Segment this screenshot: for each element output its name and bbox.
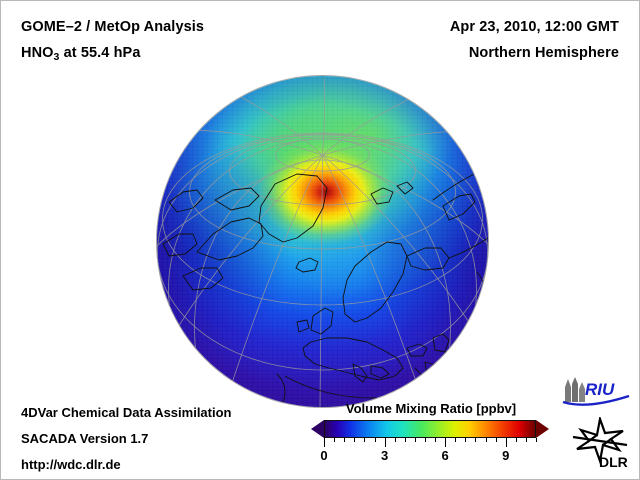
colorbar-minor-tick	[465, 438, 467, 442]
riu-logo: RIU	[561, 375, 631, 407]
colorbar-minor-tick	[344, 438, 346, 442]
page-title: GOME–2 / MetOp Analysis	[21, 19, 205, 35]
colorbar-minor-tick	[515, 438, 517, 442]
riu-logo-text: RIU	[585, 380, 615, 399]
footer-line-1: 4DVar Chemical Data Assimilation	[21, 405, 232, 420]
colorbar-minor-tick	[334, 438, 336, 442]
colorbar-major-tick	[445, 438, 447, 447]
colorbar-major-tick	[505, 438, 507, 447]
colorbar-minor-tick	[536, 438, 537, 442]
colorbar-minor-tick	[495, 438, 497, 442]
footer-line-2: SACADA Version 1.7	[21, 431, 149, 446]
colorbar	[311, 420, 549, 438]
globe-plot	[157, 76, 488, 407]
colorbar-tick-label: 0	[320, 448, 328, 463]
colorbar-minor-tick	[364, 438, 366, 442]
colorbar-minor-tick	[394, 438, 396, 442]
colorbar-minor-tick	[455, 438, 457, 442]
species-prefix: HNO	[21, 45, 54, 61]
colorbar-major-tick	[324, 438, 325, 447]
colorbar-minor-tick	[525, 438, 527, 442]
orthographic-projection	[157, 76, 488, 407]
colorbar-extend-max-arrow	[536, 420, 549, 438]
dlr-logo: DLR	[567, 414, 633, 470]
colorbar-tick-label: 9	[502, 448, 510, 463]
coastlines	[157, 76, 488, 407]
colorbar-bar	[324, 420, 536, 438]
dlr-logo-text: DLR	[599, 454, 628, 469]
colorbar-gradient	[325, 421, 535, 437]
colorbar-title: Volume Mixing Ratio [ppbv]	[345, 401, 517, 416]
colorbar-minor-tick	[374, 438, 376, 442]
species-subtitle: HNO3 at 55.4 hPa	[21, 45, 141, 63]
timestamp-label: Apr 23, 2010, 12:00 GMT	[449, 19, 619, 35]
riu-swoosh-icon	[562, 394, 630, 406]
colorbar-minor-tick	[404, 438, 406, 442]
footer-line-3[interactable]: http://wdc.dlr.de	[21, 457, 121, 472]
colorbar-minor-tick	[414, 438, 416, 442]
colorbar-tick-label: 3	[380, 448, 389, 463]
colorbar-extend-min-arrow	[311, 420, 324, 438]
riu-tower-icon	[565, 377, 585, 402]
colorbar-minor-tick	[354, 438, 356, 442]
colorbar-minor-tick	[475, 438, 477, 442]
hemisphere-label: Northern Hemisphere	[468, 45, 619, 61]
colorbar-tick-label: 6	[441, 448, 449, 463]
colorbar-minor-tick	[485, 438, 487, 442]
dlr-pinwheel-icon	[572, 414, 628, 466]
colorbar-major-tick	[384, 438, 386, 447]
colorbar-tick-labels: 0 3 6 9	[311, 448, 549, 468]
colorbar-minor-tick	[425, 438, 426, 442]
species-level: at 55.4 hPa	[59, 45, 141, 61]
colorbar-ticks	[311, 438, 549, 447]
colorbar-minor-tick	[435, 438, 436, 442]
species-subscript: 3	[53, 51, 60, 63]
